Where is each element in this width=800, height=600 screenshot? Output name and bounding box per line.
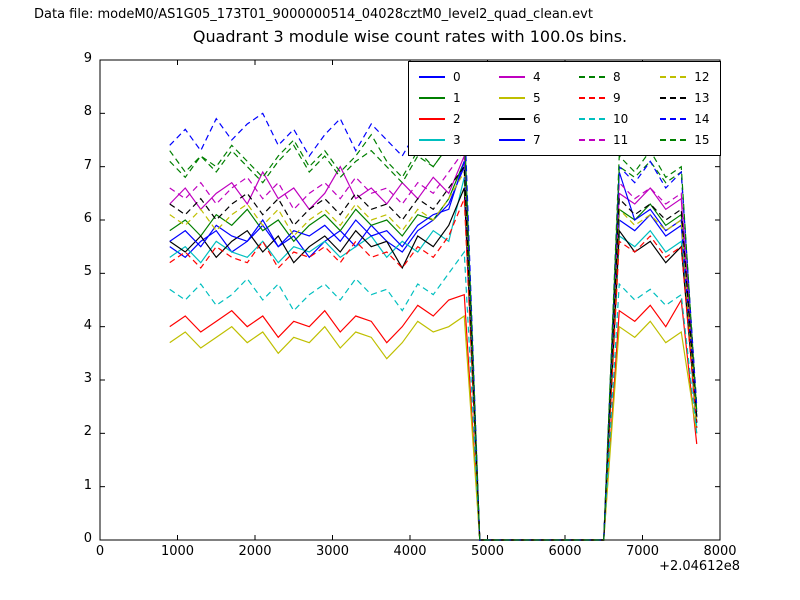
y-tick-label: 1: [83, 477, 92, 493]
legend-line-sample-icon: [579, 118, 605, 120]
y-tick-label: 0: [83, 531, 92, 546]
x-tick-label: 6000: [548, 544, 582, 559]
legend-line-sample-icon: [660, 97, 687, 99]
legend-entry-6: 6: [499, 110, 547, 128]
legend-line-sample-icon: [660, 118, 687, 120]
x-tick-label: 4000: [393, 544, 427, 559]
x-tick-label: 2000: [238, 544, 272, 559]
legend-entry-13: 13: [660, 89, 710, 107]
legend-label: 8: [613, 70, 621, 84]
legend-label: 1: [453, 91, 461, 105]
legend-entry-8: 8: [579, 68, 628, 86]
legend-line-sample-icon: [419, 97, 445, 99]
legend-label: 12: [694, 70, 710, 84]
series-line-13: [169, 164, 698, 541]
legend-entry-9: 9: [579, 89, 628, 107]
x-tick-label: 7000: [625, 544, 660, 559]
legend-label: 5: [533, 91, 541, 105]
legend-entry-4: 4: [499, 68, 547, 86]
legend-entry-3: 3: [419, 131, 467, 149]
series-line-10: [169, 250, 698, 541]
legend-entry-0: 0: [419, 68, 467, 86]
legend-label: 14: [694, 112, 710, 126]
legend-entry-5: 5: [499, 89, 547, 107]
y-tick-label: 5: [83, 264, 92, 280]
legend-line-sample-icon: [499, 76, 525, 78]
legend-label: 13: [694, 91, 710, 105]
series-line-5: [169, 314, 698, 541]
legend-label: 4: [533, 70, 541, 84]
y-tick-label: 9: [83, 51, 92, 66]
legend-label: 9: [613, 91, 621, 105]
legend-entry-7: 7: [499, 131, 547, 149]
x-tick-label: 3000: [315, 544, 350, 559]
legend-entry-15: 15: [660, 131, 710, 149]
x-tick-label: 1000: [160, 544, 195, 559]
legend-label: 7: [533, 133, 541, 147]
series-line-15: [169, 133, 698, 541]
legend-line-sample-icon: [419, 139, 445, 141]
legend-label: 6: [533, 112, 541, 126]
legend-label: 2: [453, 112, 461, 126]
series-line-6: [169, 187, 698, 541]
data-file-label: Data file: modeM0/AS1G05_173T01_90000005…: [34, 7, 593, 22]
legend-line-sample-icon: [419, 76, 445, 78]
legend-line-sample-icon: [579, 139, 605, 141]
legend-line-sample-icon: [579, 97, 605, 99]
x-tick-label: 8000: [703, 544, 737, 559]
legend-entry-12: 12: [660, 68, 710, 86]
legend-label: 15: [694, 133, 710, 147]
chart-title: Quadrant 3 module wise count rates with …: [192, 27, 628, 46]
legend-label: 3: [453, 133, 461, 147]
legend-entry-14: 14: [660, 110, 710, 128]
legend-line-sample-icon: [660, 76, 687, 78]
y-tick-label: 7: [83, 157, 92, 173]
legend-line-sample-icon: [660, 139, 687, 141]
x-tick-label: 5000: [470, 544, 505, 559]
legend-entry-10: 10: [579, 110, 628, 128]
legend-line-sample-icon: [419, 118, 445, 120]
legend-entry-1: 1: [419, 89, 467, 107]
legend-label: 10: [613, 112, 629, 126]
legend-line-sample-icon: [499, 139, 525, 141]
legend-line-sample-icon: [579, 76, 605, 78]
legend-entry-11: 11: [579, 131, 628, 149]
legend-label: 0: [453, 70, 461, 84]
y-tick-label: 8: [83, 104, 92, 120]
series-line-11: [169, 148, 698, 541]
legend-line-sample-icon: [499, 118, 525, 120]
y-tick-label: 2: [83, 424, 92, 440]
y-tick-label: 4: [83, 317, 92, 333]
legend-label: 11: [613, 133, 629, 147]
legend-entry-2: 2: [419, 110, 467, 128]
y-tick-label: 6: [83, 211, 92, 226]
legend-line-sample-icon: [499, 97, 525, 99]
y-tick-label: 3: [83, 371, 92, 386]
legend: 0 1 2 3 4 5 6 7 8 9 10 11 12 13 14 15: [408, 61, 721, 156]
x-axis-offset-label: +2.04612e8: [659, 559, 740, 574]
x-tick-label: 0: [95, 544, 105, 559]
series-line-14: [169, 106, 698, 541]
